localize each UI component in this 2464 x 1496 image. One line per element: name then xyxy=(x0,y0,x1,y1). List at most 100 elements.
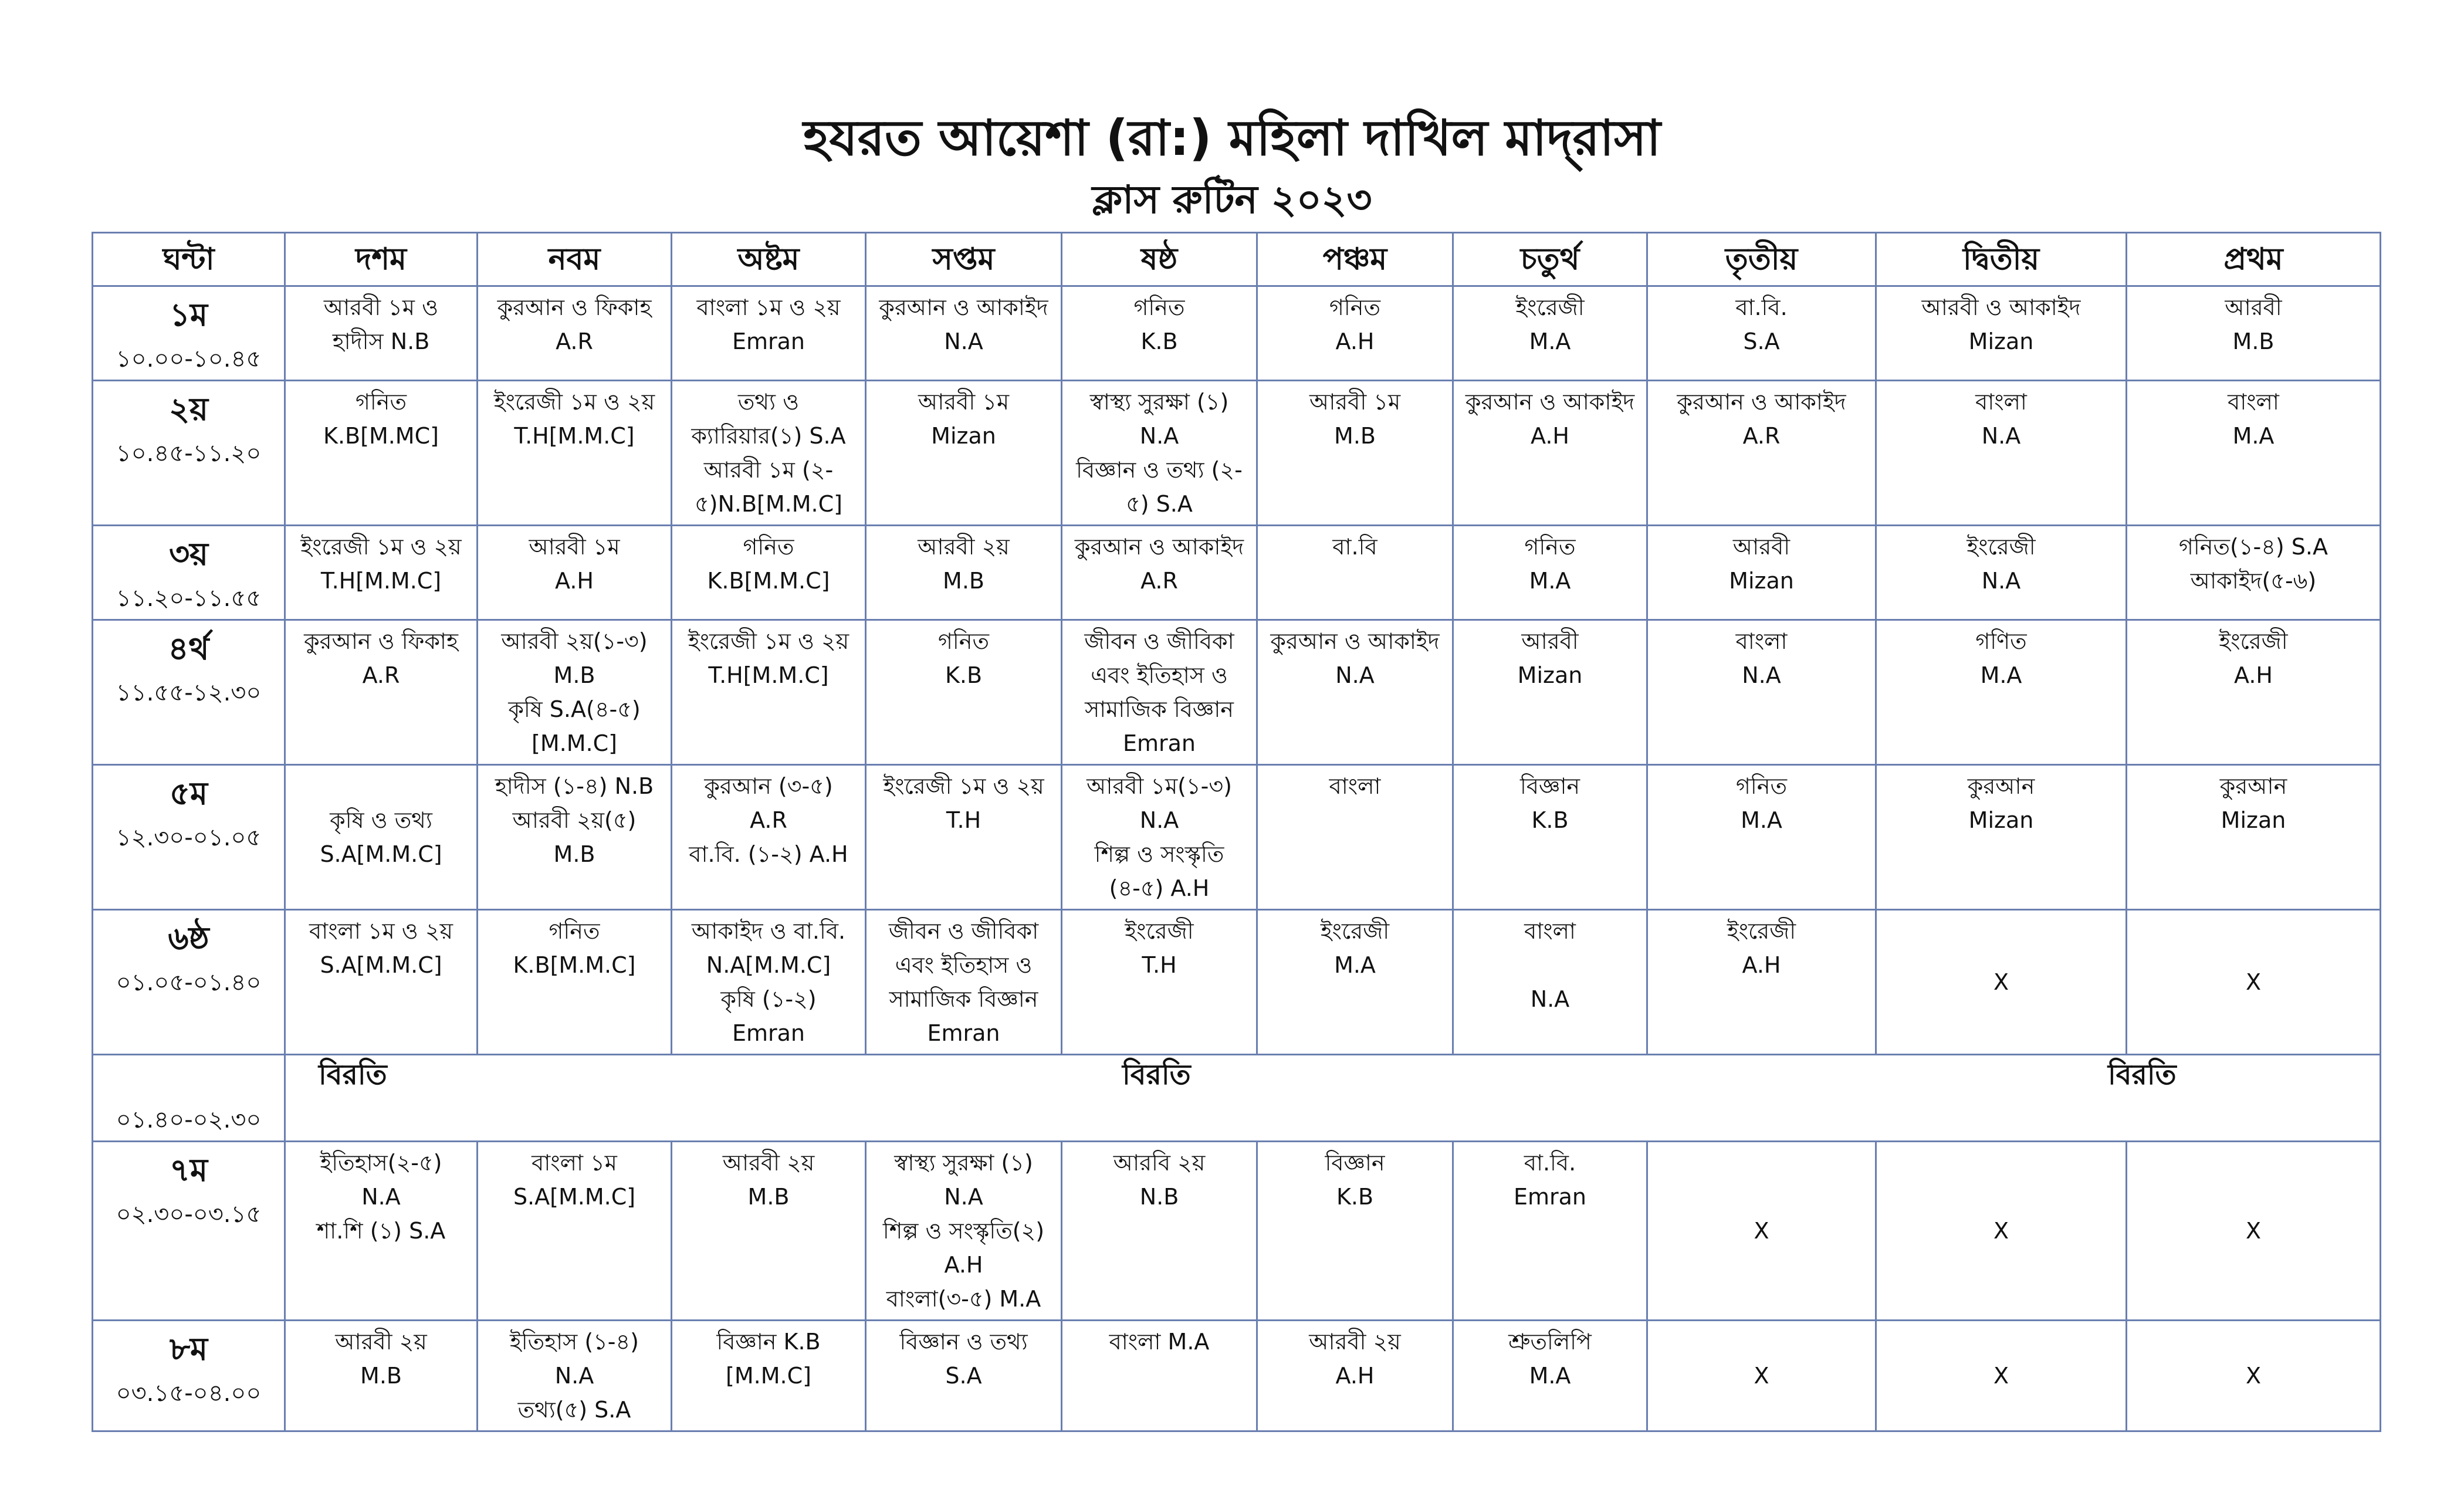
period-time: ১২.৩০-০১.০৫ xyxy=(116,824,262,851)
subject-cell: হাদীস (১-৪) N.B আরবী ২য়(৫) M.B xyxy=(476,764,672,911)
subject-cell: গনিত M.A xyxy=(1452,524,1648,621)
subject-cell: ইংরেজী M.A xyxy=(1452,285,1648,381)
cell-line: শিল্প ও সংস্কৃতি xyxy=(1094,841,1224,867)
cell-line: X xyxy=(1754,1363,1769,1389)
cell-line: আরবী ২য়(৫) xyxy=(512,807,637,833)
subject-cell: জীবন ও জীবিকা এবং ইতিহাস ও সামাজিক বিজ্ঞান… xyxy=(865,909,1062,1055)
cell-line: হাদীস (১-৪) N.B xyxy=(495,773,654,799)
subject-cell: বাংলা N.A xyxy=(1452,909,1648,1055)
subject-cell: X xyxy=(1646,1319,1877,1432)
cell-line: X xyxy=(1993,969,2009,995)
subject-cell: ইংরেজী ১ম ও ২য় T.H[M.M.C] xyxy=(476,380,672,526)
cell-line: আরবী xyxy=(2225,295,2282,320)
subject-cell: বিজ্ঞান K.B xyxy=(1256,1140,1454,1321)
subject-cell: বাংলা xyxy=(1256,764,1454,911)
subject-cell: আরবী ও আকাইদ Mizan xyxy=(1875,285,2127,381)
cell-line: গনিত xyxy=(549,918,600,944)
column-header-class: পঞ্চম xyxy=(1256,232,1454,287)
cell-line: গনিত xyxy=(1524,534,1576,560)
cell-line: আরবী xyxy=(1521,628,1579,654)
subject-cell: কুরআন ও ফিকাহ A.R xyxy=(284,619,478,766)
period-cell: ৪র্থ ১১.৫৫-১২.৩০ xyxy=(92,619,286,766)
cell-line: বাংলা(৩-৫) M.A xyxy=(886,1286,1041,1312)
subject-cell: বাংলা N.A xyxy=(1646,619,1877,766)
cell-line: M.B xyxy=(553,662,595,688)
cell-line: এবং ইতিহাস ও xyxy=(895,952,1033,978)
cell-line: আরবী ২য় xyxy=(335,1329,427,1355)
break-label: বিরতি xyxy=(319,1058,387,1091)
cell-line: A.R xyxy=(556,329,593,354)
cell-line: জীবন ও জীবিকা xyxy=(888,918,1039,944)
cell-line: Mizan xyxy=(1517,662,1583,688)
cell-line: গনিত xyxy=(743,534,794,560)
period-time: ১০.৪৫-১১.২০ xyxy=(116,440,262,467)
subject-cell: স্বাস্থ্য সুরক্ষা (১) N.A শিল্প ও সংস্কৃতি… xyxy=(865,1140,1062,1321)
subject-cell: X xyxy=(2125,1140,2381,1321)
subject-cell: বাংলা N.A xyxy=(1875,380,2127,526)
cell-line: Mizan xyxy=(2221,807,2286,833)
cell-line: কৃষি S.A(৪-৫) xyxy=(508,696,641,722)
table-row: ৬ষ্ঠ ০১.০৫-০১.৪০ বাংলা ১ম ও ২য় S.A[M.M.C] গ… xyxy=(92,909,2381,1055)
cell-line: M.B xyxy=(943,568,984,594)
subject-cell: ইংরেজী A.H xyxy=(1646,909,1877,1055)
cell-line: বাংলা xyxy=(1524,918,1576,944)
cell-line: M.B xyxy=(553,841,595,867)
period-time: ১১.২০-১১.৫৫ xyxy=(116,585,262,612)
cell-line: K.B[M.M.C] xyxy=(513,952,636,978)
cell-line: বিজ্ঞান ও তথ্য xyxy=(899,1329,1028,1355)
subject-cell: বাংলা ১ম S.A[M.M.C] xyxy=(476,1140,672,1321)
cell-line: কুরআন (৩-৫) xyxy=(704,773,833,799)
subject-cell: আরবী ১ম(১-৩) N.A শিল্প ও সংস্কৃতি (৪-৫) A.H xyxy=(1061,764,1258,911)
cell-line: A.R xyxy=(1742,423,1781,449)
cell-line: ইংরেজী ১ম ও ২য় xyxy=(300,534,462,560)
cell-line: শ্রুতলিপি xyxy=(1508,1329,1592,1355)
cell-line: T.H xyxy=(1142,952,1177,978)
break-cell: বিরতি বিরতি বিরতি xyxy=(284,1054,2381,1142)
period-time: ০১.৪০-০২.৩০ xyxy=(116,1106,262,1133)
cell-line: কুরআন ও ফিকাহ xyxy=(304,628,458,654)
subject-cell: কৃষি ও তথ্য S.A[M.M.C] xyxy=(284,764,478,911)
cell-line: আরবী ১ম xyxy=(529,534,620,560)
cell-line: N.B xyxy=(1139,1184,1179,1210)
cell-line: ইংরেজী xyxy=(1967,534,2036,560)
period-cell: ৬ষ্ঠ ০১.০৫-০১.৪০ xyxy=(92,909,286,1055)
subject-cell: গনিত K.B xyxy=(865,619,1062,766)
cell-line: K.B[M.M.C] xyxy=(707,568,830,594)
subject-cell: কুরআন (৩-৫) A.R বা.বি. (১-২) A.H xyxy=(671,764,867,911)
table-row: ১ম ১০.০০-১০.৪৫ আরবী ১ম ও হাদীস N.B কুরআন ও ফ… xyxy=(92,285,2381,381)
subject-cell: শ্রুতলিপি M.A xyxy=(1452,1319,1648,1432)
cell-line: A.H xyxy=(1742,952,1781,978)
subject-cell: গনিত K.B xyxy=(1061,285,1258,381)
period-time: ১১.৫৫-১২.৩০ xyxy=(116,679,262,706)
cell-line: ৫)N.B[M.M.C] xyxy=(695,491,842,517)
subject-cell: কুরআন ও আকাইদ A.H xyxy=(1452,380,1648,526)
subject-cell: বিজ্ঞান K.B [M.M.C] xyxy=(671,1319,867,1432)
period-name: ৬ষ্ঠ xyxy=(168,920,209,957)
cell-line: Emran xyxy=(732,1020,805,1046)
subject-cell: তথ্য ও ক্যারিয়ার(১) S.A আরবী ১ম (২- ৫)N.B[… xyxy=(671,380,867,526)
table-row: ৭ম ০২.৩০-০৩.১৫ ইতিহাস(২-৫) N.A শা.শি (১) S.A… xyxy=(92,1140,2381,1321)
subject-cell: আরবী ১ম Mizan xyxy=(865,380,1062,526)
subject-cell: আরবী Mizan xyxy=(1646,524,1877,621)
subject-cell: গনিত K.B[M.M.C] xyxy=(671,524,867,621)
cell-line: K.B[M.MC] xyxy=(323,423,439,449)
subject-cell: আকাইদ ও বা.বি. N.A[M.M.C] কৃষি (১-২) Emran xyxy=(671,909,867,1055)
column-header-class: নবম xyxy=(476,232,672,287)
cell-line: X xyxy=(1993,1363,2009,1389)
cell-line: Emran xyxy=(1513,1184,1587,1210)
period-time: ১০.০০-১০.৪৫ xyxy=(116,346,262,373)
cell-line: N.A xyxy=(361,1184,401,1210)
period-name: ৫ম xyxy=(169,775,208,812)
subject-cell: কুরআন ও ফিকাহ A.R xyxy=(476,285,672,381)
school-title: হযরত আয়েশা (রা:) মহিলা দাখিল মাদ্‌রাসা xyxy=(803,109,1661,167)
cell-line: T.H[M.M.C] xyxy=(708,662,829,688)
cell-line: আরবী ১ম xyxy=(918,389,1010,415)
cell-line: X xyxy=(2245,1218,2262,1244)
cell-line: আকাইদ ও বা.বি. xyxy=(691,918,846,944)
cell-line: M.A xyxy=(1529,1363,1571,1389)
cell-line: X xyxy=(1754,1218,1769,1244)
cell-line: K.B xyxy=(1140,329,1178,354)
cell-line: Emran xyxy=(732,329,805,354)
period-cell: ২য় ১০.৪৫-১১.২০ xyxy=(92,380,286,526)
cell-line: গনিত xyxy=(1133,295,1185,320)
